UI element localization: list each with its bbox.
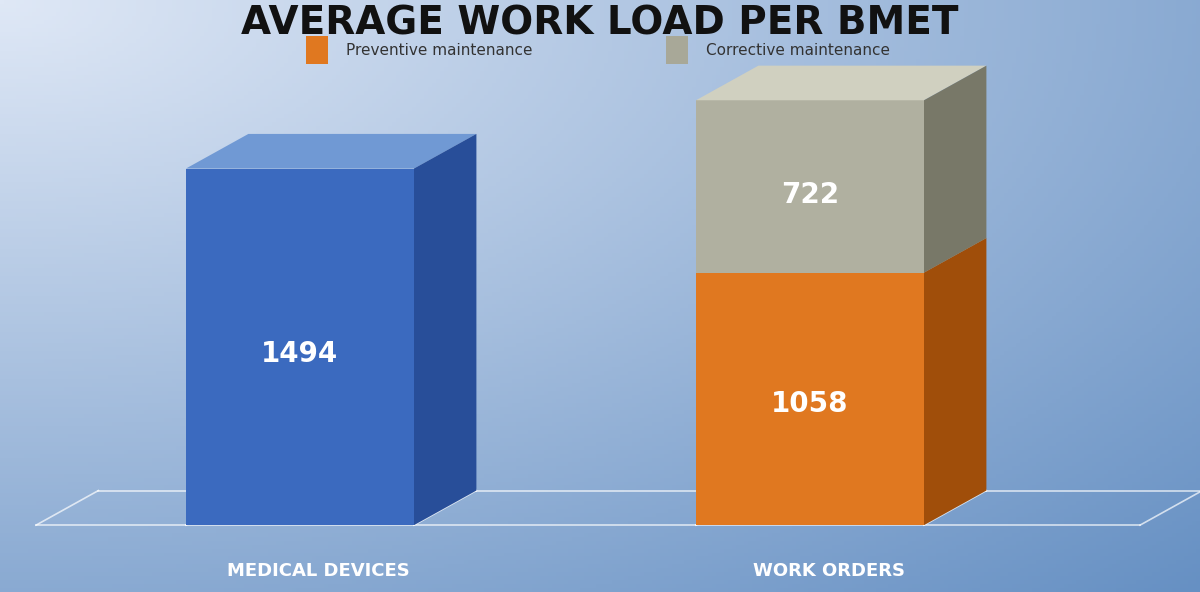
Polygon shape (666, 36, 688, 65)
Polygon shape (924, 238, 986, 525)
Text: MEDICAL DEVICES: MEDICAL DEVICES (227, 562, 410, 580)
Polygon shape (414, 134, 476, 525)
Polygon shape (696, 238, 986, 272)
Polygon shape (696, 66, 986, 100)
Polygon shape (924, 66, 986, 272)
Polygon shape (696, 272, 924, 525)
Text: WORK ORDERS: WORK ORDERS (752, 562, 905, 580)
Text: Preventive maintenance: Preventive maintenance (346, 43, 532, 57)
Text: 722: 722 (781, 181, 839, 209)
Text: 1058: 1058 (772, 390, 848, 418)
Polygon shape (186, 169, 414, 525)
Text: Corrective maintenance: Corrective maintenance (706, 43, 889, 57)
Text: 1494: 1494 (262, 340, 338, 368)
Polygon shape (306, 36, 328, 65)
Polygon shape (696, 100, 924, 272)
Polygon shape (186, 134, 476, 169)
Text: AVERAGE WORK LOAD PER BMET: AVERAGE WORK LOAD PER BMET (241, 5, 959, 43)
